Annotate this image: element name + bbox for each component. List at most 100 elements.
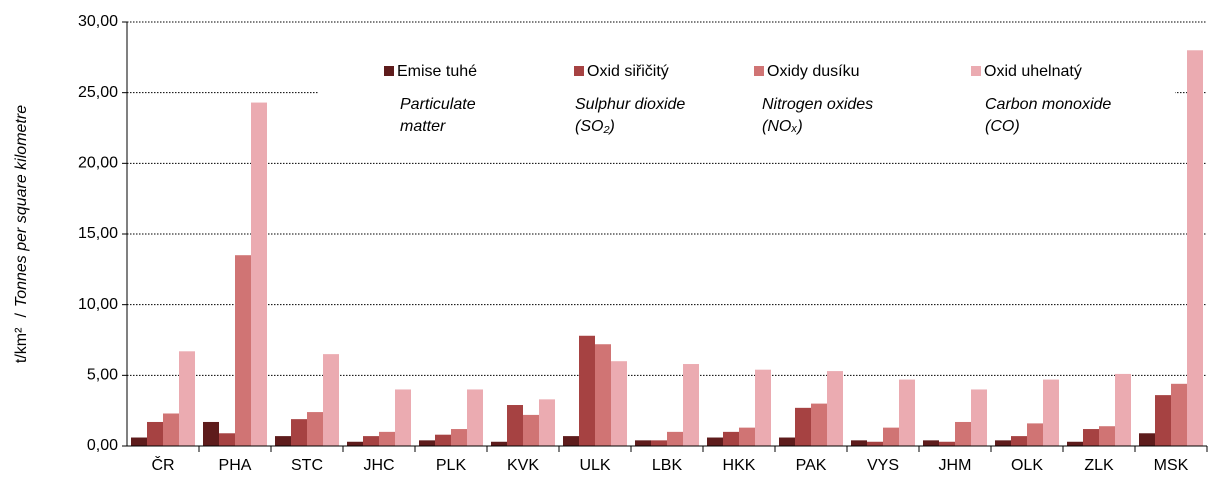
x-tick-label: ČR — [151, 455, 174, 474]
x-tick-label: ZLK — [1084, 457, 1114, 474]
x-tick-label: STC — [291, 457, 323, 474]
annotation: Particulate — [400, 96, 476, 113]
bar — [683, 364, 699, 446]
y-tick-label: 20,00 — [78, 155, 118, 172]
y-label-english: Tonnes per square kilometre — [13, 105, 30, 307]
bar — [811, 403, 827, 446]
bar — [1115, 373, 1131, 446]
bar — [939, 441, 955, 446]
bar — [323, 354, 339, 446]
y-tick-label: 25,00 — [78, 84, 118, 101]
bar — [635, 440, 651, 446]
bar — [1027, 423, 1043, 446]
y-tick-label: 30,00 — [78, 13, 118, 30]
bar — [307, 412, 323, 446]
bar — [827, 371, 843, 446]
x-tick-label: PHA — [219, 457, 252, 474]
bar — [523, 414, 539, 446]
bar — [867, 441, 883, 446]
annotation: (CO) — [985, 118, 1020, 135]
bar — [347, 441, 363, 446]
legend-label: Oxidy dusíku — [767, 63, 859, 80]
legend-label: Emise tuhé — [397, 63, 477, 80]
legend-box — [318, 55, 1175, 155]
y-label-unit: t/km² — [13, 327, 30, 363]
x-tick-label: ULK — [579, 457, 610, 474]
bar — [1083, 429, 1099, 446]
x-tick-label: LBK — [652, 457, 683, 474]
x-tick-label: JHM — [939, 457, 972, 474]
bar — [707, 437, 723, 446]
bar — [651, 440, 667, 446]
bar — [739, 427, 755, 446]
y-tick-label: 5,00 — [87, 367, 118, 384]
y-tick-label: 0,00 — [87, 437, 118, 454]
bar — [795, 407, 811, 446]
legend-swatch — [574, 66, 584, 76]
bar — [291, 419, 307, 446]
bar — [251, 102, 267, 446]
bar — [539, 399, 555, 446]
legend-swatch — [384, 66, 394, 76]
bar — [579, 335, 595, 446]
bar — [235, 255, 251, 446]
bar — [491, 441, 507, 446]
bar — [435, 434, 451, 446]
y-label-separator: / — [13, 313, 30, 318]
bar — [275, 436, 291, 446]
bar — [1139, 433, 1155, 446]
bar — [1011, 436, 1027, 446]
bar — [995, 440, 1011, 446]
bar — [1067, 441, 1083, 446]
bar — [179, 351, 195, 446]
annotation: Sulphur dioxide — [575, 96, 685, 113]
x-tick-label: PLK — [436, 457, 467, 474]
y-tick-label: 15,00 — [78, 225, 118, 242]
legend-label: Oxid siřičitý — [587, 63, 669, 80]
bar — [779, 437, 795, 446]
y-tick-label: 10,00 — [78, 296, 118, 313]
legend-swatch — [971, 66, 981, 76]
bar — [563, 436, 579, 446]
bar — [899, 379, 915, 446]
bar — [395, 389, 411, 446]
bar — [507, 405, 523, 446]
bar — [1171, 383, 1187, 446]
x-tick-label: OLK — [1011, 457, 1043, 474]
bar — [219, 433, 235, 446]
bar — [595, 344, 611, 446]
bar — [611, 361, 627, 446]
y-axis-label: t/km² / Tonnes per square kilometre — [13, 105, 30, 363]
bar — [755, 369, 771, 446]
bar — [851, 440, 867, 446]
bar — [1187, 50, 1203, 447]
x-tick-label: KVK — [507, 457, 539, 474]
bar — [419, 440, 435, 446]
bar — [1099, 426, 1115, 446]
legend-label: Oxid uhelnatý — [984, 63, 1082, 80]
annotation: (SO₂) — [575, 118, 615, 135]
bar — [971, 389, 987, 446]
bar — [923, 440, 939, 446]
x-tick-label: JHC — [363, 457, 394, 474]
legend-swatch — [754, 66, 764, 76]
bar — [1043, 379, 1059, 446]
bar — [667, 431, 683, 446]
bar — [203, 421, 219, 446]
bar — [163, 413, 179, 446]
bar — [363, 436, 379, 446]
x-tick-label: PAK — [796, 457, 827, 474]
annotation: Carbon monoxide — [985, 96, 1111, 113]
bar — [131, 437, 147, 446]
bar — [147, 421, 163, 446]
annotation: (NOₓ) — [762, 118, 803, 135]
bar — [883, 427, 899, 446]
bar — [723, 431, 739, 446]
bar — [1155, 395, 1171, 446]
x-tick-label: HKK — [723, 457, 756, 474]
bar — [467, 389, 483, 446]
annotation: Nitrogen oxides — [762, 96, 873, 113]
x-tick-label: MSK — [1154, 457, 1189, 474]
bar — [451, 429, 467, 446]
